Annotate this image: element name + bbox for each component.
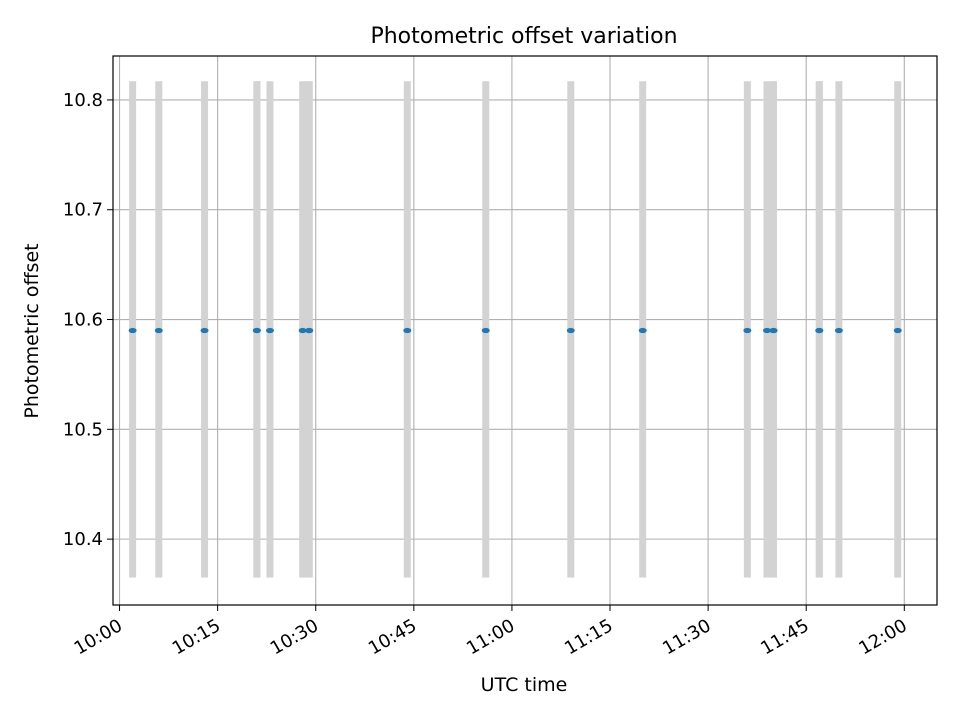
data-points <box>128 327 902 334</box>
x-tick-label: 12:00 <box>855 615 910 659</box>
x-tick-label: 11:45 <box>757 615 812 659</box>
grid <box>113 56 937 605</box>
chart-title: Photometric offset variation <box>370 24 677 49</box>
x-tick-label: 11:30 <box>659 615 714 659</box>
x-tick-label: 11:00 <box>463 615 518 659</box>
x-tick-label: 10:00 <box>71 615 126 659</box>
data-point <box>252 327 261 334</box>
data-point <box>815 327 824 334</box>
exposure-bands <box>129 81 902 578</box>
y-ticks: 10.4 10.5 10.6 10.7 10.8 <box>63 90 113 550</box>
x-tick-label: 10:15 <box>169 615 224 659</box>
data-point <box>298 327 307 334</box>
data-point <box>638 327 647 334</box>
y-tick-label: 10.4 <box>63 529 103 550</box>
data-point <box>834 327 843 334</box>
y-tick-label: 10.6 <box>63 310 103 331</box>
data-point <box>305 327 314 334</box>
y-axis-label: Photometric offset <box>21 243 43 418</box>
data-point <box>403 327 412 334</box>
data-point <box>200 327 209 334</box>
data-point <box>265 327 274 334</box>
x-ticks: 10:00 10:15 10:30 10:45 11:00 11:15 11:30 11:45… <box>71 605 911 659</box>
plot-frame <box>112 55 938 606</box>
data-point <box>769 327 778 334</box>
data-point <box>743 327 752 334</box>
x-axis-label: UTC time <box>481 674 568 696</box>
y-tick-label: 10.7 <box>63 200 103 221</box>
data-point <box>481 327 490 334</box>
x-tick-label: 10:45 <box>365 615 420 659</box>
y-tick-label: 10.8 <box>63 90 103 111</box>
data-point <box>893 327 902 334</box>
x-tick-label: 11:15 <box>561 615 616 659</box>
data-point <box>154 327 163 334</box>
data-point <box>566 327 575 334</box>
x-tick-label: 10:30 <box>267 615 322 659</box>
data-point <box>128 327 137 334</box>
data-point <box>762 327 771 334</box>
y-tick-label: 10.5 <box>63 419 103 440</box>
